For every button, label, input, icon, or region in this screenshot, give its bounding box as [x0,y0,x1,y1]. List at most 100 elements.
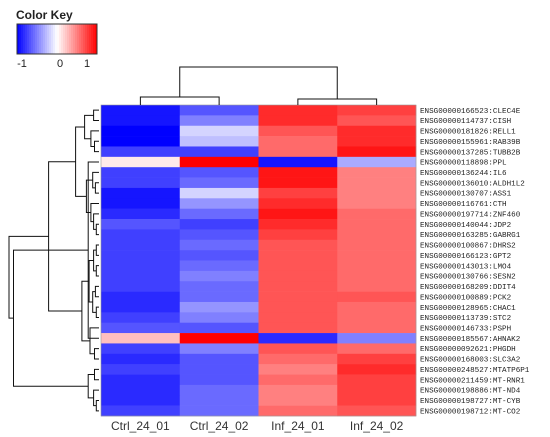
heatmap-cell [258,353,338,365]
color-key-swatch [87,24,90,54]
row-label: ENSG00000100867:DHRS2 [420,243,516,251]
heatmap-cell [258,281,338,292]
heatmap-cell [101,405,181,417]
color-key-swatch [73,24,76,54]
row-dendrogram-branch [84,114,94,140]
row-dendrogram-branch [94,182,99,194]
heatmap-cell [179,239,259,251]
row-dendrogram-branch [95,399,99,412]
heatmap-cell [101,229,181,241]
color-key-swatch [61,24,64,54]
heatmap-cell [337,353,417,365]
color-key-swatch [63,24,66,54]
heatmap-cell [337,115,417,127]
row-dendrogram-branch [93,109,99,122]
heatmap-cell [101,156,181,168]
heatmap-cell [101,125,181,137]
row-label: ENSG00000168209:DDIT4 [420,284,516,292]
heatmap-cell [258,384,338,396]
color-key-swatch [45,24,48,54]
heatmap-cell [337,250,417,261]
heatmap-cell [258,250,338,261]
heatmap-cell [258,115,338,127]
heatmap-cell [101,250,181,261]
row-dendrogram-branch [8,235,49,319]
row-dendrogram-branch [94,348,99,360]
heatmap-cell [258,187,338,199]
row-label: ENSG00000168003:SLC3A2 [420,357,521,365]
heatmap-cell [258,146,338,158]
heatmap-cell [179,281,259,292]
heatmap-cell [337,301,417,313]
row-dendrogram-branch [94,140,99,153]
row-dendrogram [8,109,99,412]
column-dendrogram-branch [139,96,220,105]
heatmap-cell [101,384,181,396]
heatmap-cell [337,229,417,241]
row-label: ENSG00000166123:GPT2 [420,253,512,261]
row-dendrogram-branch [95,265,99,277]
row-label: ENSG00000130766:SESN2 [420,274,516,282]
heatmap-cell [337,167,417,178]
color-key-swatch [89,24,92,54]
color-key-tick-neg1: -1 [17,58,27,70]
heatmap-cell [258,105,338,116]
heatmap-cell [337,219,417,230]
color-key-swatch [57,24,60,54]
row-dendrogram-branch [95,244,99,256]
heatmap-cell [258,405,338,417]
color-key-swatch [41,24,44,54]
row-dendrogram-branch [95,223,99,236]
row-label: ENSG00000100889:PCK2 [420,294,512,302]
heatmap-cell [101,343,181,355]
heatmap-cell [179,322,259,334]
heatmap-cell [258,322,338,334]
heatmap-cell [337,364,417,375]
color-key-swatch [43,24,46,54]
color-key-frame [16,23,98,55]
row-dendrogram-branch [13,249,89,387]
heatmap-cell [258,198,338,209]
row-label: ENSG00000137285:TUBB2B [420,149,521,157]
heatmap-cell [179,343,259,355]
heatmap-cell [179,229,259,241]
heatmap-cell [179,136,259,147]
heatmap-cell [337,333,417,344]
heatmap-cell [101,270,181,282]
heatmap-cell [101,353,181,365]
color-key-swatch [67,24,70,54]
row-label: ENSG00000198712:MT-CO2 [420,408,521,416]
row-dendrogram-branch [90,202,99,223]
row-label: ENSG00000185567:AHNAK2 [420,336,521,344]
heatmap-cell [337,105,417,116]
row-label: ENSG00000163285:GABRG1 [420,232,521,240]
heatmap-cell [101,322,181,334]
heatmap-cell [179,177,259,189]
color-key-swatch [53,24,56,54]
heatmap-cell [258,312,338,323]
heatmap-cell [179,384,259,396]
color-key-swatch [79,24,82,54]
heatmap-cell [101,374,181,386]
heatmap-cell [179,146,259,158]
heatmap-cell [258,270,338,282]
heatmap-cell [179,125,259,137]
color-key-swatch [35,24,38,54]
color-key-tick-1: 1 [84,58,90,70]
color-key-swatch [95,24,98,54]
row-label: ENSG00000113739:STC2 [420,315,512,323]
heatmap-cell [258,136,338,147]
heatmap-cell [258,219,338,230]
color-key-swatch [33,24,36,54]
column-labels: Ctrl_24_01 Ctrl_24_02 Inf_24_01 Inf_24_02 [111,419,404,433]
row-dendrogram-branch [95,306,99,319]
heatmap-cell [337,156,417,168]
heatmap-cell [258,239,338,251]
heatmap-cell [337,260,417,272]
heatmap-frame [100,104,417,417]
heatmap-cell [179,198,259,209]
heatmap-cell [337,136,417,147]
column-label: Inf_24_01 [271,419,325,433]
column-label: Ctrl_24_02 [190,419,249,433]
color-key-swatch [51,24,54,54]
